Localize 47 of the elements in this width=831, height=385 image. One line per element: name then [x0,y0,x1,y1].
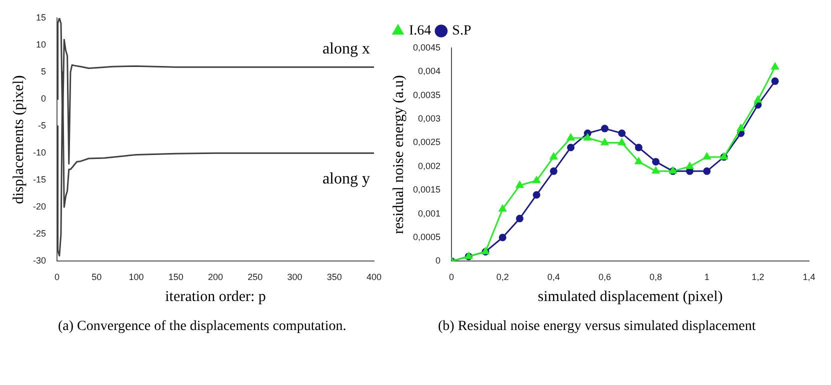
x-tick-label: 200 [208,272,224,282]
text: (a) Convergence of the displacements computation. [58,318,348,336]
x-tick-label: 1,2 [752,272,764,282]
y-tick-label: 0,0045 [412,42,441,52]
x-tick-label: 0 [54,272,60,282]
legend-label: I.64 [409,24,432,39]
y-tick-label: 0,004 [418,66,441,76]
y-tick-label: 0 [436,256,441,266]
y-tick-label: 0,003 [418,114,441,124]
x-axis-title: iteration order: p [165,288,266,305]
y-tick-label: -20 [32,202,46,212]
x-tick-label: 350 [326,272,342,282]
x-tick-label: 150 [168,272,184,282]
y-tick-label: -30 [32,256,46,266]
y-tick-label: 15 [36,12,46,22]
y-tick-label: 0,001 [418,208,441,218]
x-tick-label: 0,2 [496,272,509,282]
y-tick-label: -15 [32,174,46,185]
x-tick-label: 1 [704,272,710,282]
y-axis-title: displacements (pixel) [10,75,27,204]
y-tick-label: -25 [32,228,46,239]
x-tick-label: 0 [449,272,454,282]
x-tick-label: 300 [287,272,302,282]
y-tick-label: 0,002 [418,160,441,171]
x-tick-label: 100 [128,272,144,282]
y-tick-label: -10 [32,148,46,158]
x-tick-label: 1,4 [802,272,816,282]
y-tick-label: 0,0025 [412,137,441,148]
y-tick-label: 10 [36,40,46,50]
text: (b) Residual noise energy versus simulated displacement [438,318,757,336]
x-tick-label: 0,4 [547,272,560,282]
series-label: along y [322,170,370,188]
x-axis-title: simulated displacement (pixel) [538,288,723,305]
x-tick-label: 50 [92,272,102,282]
y-tick-label: -5 [38,120,46,131]
y-tick-label: 0,0035 [412,90,441,100]
legend-label: S.P [452,24,472,39]
x-tick-label: 250 [248,272,263,282]
y-tick-label: 0,0015 [412,184,441,195]
series-label: along x [322,40,370,58]
x-tick-label: 0,8 [650,272,662,282]
y-tick-label: 0 [40,94,46,104]
x-tick-label: 400 [366,272,382,282]
y-tick-label: 0,0005 [412,232,441,242]
y-tick-label: 5 [40,66,46,77]
y-axis-title: residual noise energy (a.u) [390,75,407,234]
x-tick-label: 0,6 [598,272,611,282]
